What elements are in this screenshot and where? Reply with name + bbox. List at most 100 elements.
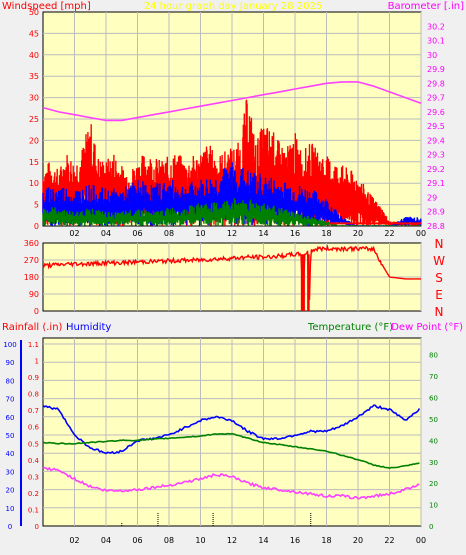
humidity-line	[42, 404, 421, 455]
wind-tick-label: 15	[29, 158, 39, 167]
graph-title: 24 hour graph day January 28 2025	[144, 1, 322, 12]
barometer-tick-label: 29.3	[427, 151, 445, 160]
rain-tick-label: 0	[35, 523, 39, 531]
humidity-tick-label: 70	[6, 396, 15, 404]
wind-tick-label: 35	[29, 72, 39, 81]
temp-panel-series	[42, 404, 421, 526]
rain-tick-label: 0.1	[28, 506, 39, 514]
rain-tick-label: 0.2	[28, 490, 39, 498]
barometer-right-axis: 28.8 28.9 29 29.1 29.2 29.3 29.4 29.5 29.6 29.7 29…	[427, 22, 445, 231]
barometer-tick-label: 28.8	[427, 222, 445, 231]
wind-panel-series	[42, 81, 422, 226]
temperature-tick-label: 10	[429, 502, 438, 510]
temperature-tick-label: 0	[429, 523, 433, 531]
humidity-tick-label: 100	[3, 341, 16, 349]
time-tick-label: 02	[69, 536, 79, 545]
rain-tick-label: 0.7	[28, 407, 39, 415]
wind-tick-label: 25	[29, 115, 39, 124]
time-tick-label: 18	[321, 229, 331, 238]
wind-tick-label: 50	[29, 8, 39, 17]
temperature-axis: 0 10 20 30 40 50 60 70 80	[429, 352, 438, 531]
temperature-tick-label: 20	[429, 480, 438, 488]
barometer-tick-label: 29.8	[427, 79, 445, 88]
barometer-tick-label: 30.1	[427, 37, 445, 46]
direction-tick-label: 360	[24, 239, 39, 248]
compass-label: N	[435, 237, 444, 251]
rain-tick-label: 0.8	[28, 391, 39, 399]
wind-tick-label: 10	[29, 179, 39, 188]
rain-tick-label: 0.6	[28, 424, 40, 432]
temperature-tick-label: 60	[429, 395, 438, 403]
barometer-tick-label: 29.1	[427, 179, 445, 188]
time-tick-label: 06	[132, 536, 142, 545]
direction-panel-grid	[43, 243, 422, 311]
compass-label: E	[435, 288, 443, 302]
compass-label: N	[435, 305, 444, 319]
wind-tick-label: 45	[29, 29, 39, 38]
barometer-tick-label: 29.6	[427, 108, 445, 117]
time-tick-label: 22	[384, 536, 394, 545]
humidity-tick-label: 50	[6, 432, 15, 440]
time-tick-label: 08	[164, 229, 174, 238]
barometer-tick-label: 29.7	[427, 94, 445, 103]
temperature-line	[42, 432, 420, 470]
humidity-tick-label: 30	[6, 468, 15, 476]
dewpoint-line	[42, 466, 420, 500]
barometer-tick-label: 29.9	[427, 65, 445, 74]
rain-tick-label: 0.3	[28, 473, 39, 481]
wind-tick-label: 40	[29, 51, 39, 60]
time-tick-label: 02	[69, 229, 79, 238]
temperature-tick-label: 40	[429, 437, 438, 445]
barometer-line	[42, 81, 422, 122]
barometer-axis-title: Barometer [.in]	[388, 1, 464, 12]
humidity-tick-label: 90	[6, 359, 15, 367]
compass-label: W	[433, 254, 445, 268]
dewpoint-axis-title: Dew Point (°F)	[391, 322, 463, 333]
time-tick-label: 00	[416, 229, 426, 238]
barometer-tick-label: 29.2	[427, 165, 445, 174]
time-tick-label: 10	[195, 229, 205, 238]
time-tick-label: 16	[290, 536, 300, 545]
time-tick-label: 04	[101, 536, 111, 545]
wind-left-axis: 0 5 10 15 20 25 30 35 40 45 50	[29, 8, 39, 231]
rain-tick-label: 1	[35, 358, 39, 366]
temp-panel-grid	[43, 338, 422, 526]
humidity-tick-label: 80	[6, 377, 15, 385]
rain-tick-label: 0.4	[28, 457, 40, 465]
time-tick-label: 20	[353, 536, 363, 545]
temperature-tick-label: 80	[429, 352, 438, 360]
barometer-tick-label: 29.4	[427, 136, 445, 145]
rain-tick-label: 0.5	[28, 440, 39, 448]
barometer-tick-label: 29.5	[427, 122, 445, 131]
humidity-tick-label: 10	[6, 505, 15, 513]
humidity-tick-label: 40	[6, 450, 15, 458]
humidity-tick-label: 60	[6, 414, 15, 422]
time-tick-label: 06	[132, 229, 142, 238]
direction-tick-label: 0	[34, 307, 39, 316]
time-tick-label: 14	[258, 229, 268, 238]
barometer-tick-label: 30.2	[427, 22, 445, 31]
time-tick-label: 08	[164, 536, 174, 545]
humidity-tick-label: 0	[8, 523, 12, 531]
direction-tick-label: 90	[29, 290, 39, 299]
time-tick-label: 04	[101, 229, 111, 238]
humidity-axis: 0 10 20 30 40 50 60 70 80 90 100	[3, 340, 22, 531]
time-tick-label: 12	[227, 536, 237, 545]
time-tick-label: 00	[416, 536, 426, 545]
direction-degree-axis: 0 90 180 270 360	[24, 239, 39, 316]
temperature-tick-label: 70	[429, 373, 438, 381]
time-tick-label: 14	[258, 536, 268, 545]
wind-tick-label: 30	[29, 94, 39, 103]
barometer-tick-label: 30	[427, 51, 437, 60]
wind-tick-label: 0	[34, 222, 39, 231]
time-tick-label: 10	[195, 536, 205, 545]
wind-tick-label: 5	[34, 201, 39, 210]
temp-time-axis: 02 04 06 08 10 12 14 16 18 20 22 00	[69, 536, 426, 545]
time-tick-label: 16	[290, 229, 300, 238]
wind-axis-title: Windspeed [mph]	[2, 1, 91, 12]
direction-tick-label: 180	[24, 273, 39, 282]
barometer-tick-label: 29	[427, 193, 437, 202]
wind-direction-trace	[42, 244, 421, 311]
